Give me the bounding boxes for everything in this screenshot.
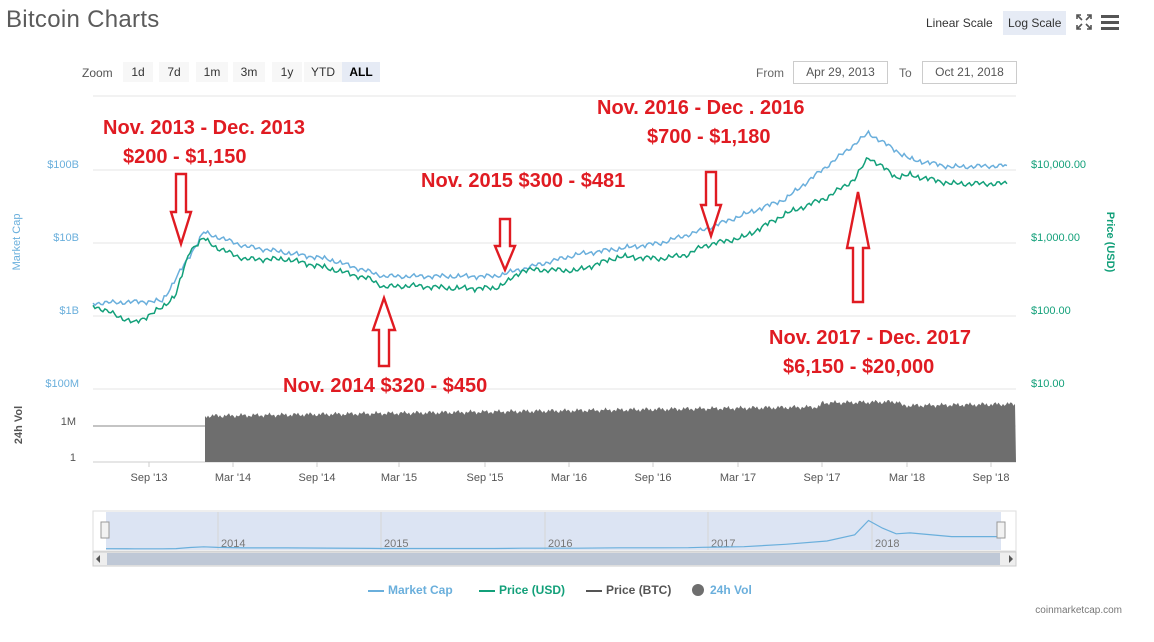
annotation-2017-line1: Nov. 2017 - Dec. 2017 xyxy=(769,327,971,349)
legend-market-cap[interactable]: Market Cap xyxy=(368,582,453,598)
volume-axis-tick: 1M xyxy=(61,416,76,428)
arrow-down-2013 xyxy=(169,172,193,249)
volume-axis-title: 24h Vol xyxy=(13,406,25,444)
menu-icon[interactable] xyxy=(1101,14,1119,30)
navigator-left-handle[interactable] xyxy=(100,521,110,539)
x-axis-tick-label: Mar '18 xyxy=(889,472,925,484)
to-date-input[interactable]: Oct 21, 2018 xyxy=(922,61,1017,84)
legend-label: Price (USD) xyxy=(499,583,566,597)
arrow-up-2017 xyxy=(845,191,871,304)
annotation-2016-line2: $700 - $1,180 xyxy=(647,126,770,148)
navigator-selection[interactable] xyxy=(106,512,1001,550)
fullscreen-icon[interactable] xyxy=(1075,13,1093,31)
x-axis: Sep '13 Mar '14 Sep '14 Mar '15 Sep '15 Mar '… xyxy=(131,462,1010,484)
scroll-left-icon[interactable] xyxy=(96,555,100,563)
navigator-year-label: 2018 xyxy=(875,538,899,550)
volume-area xyxy=(205,399,1016,462)
left-axis-tick: $100M xyxy=(45,378,79,390)
right-axis-tick: $10,000.00 xyxy=(1031,159,1086,171)
scrollbar-thumb[interactable] xyxy=(107,553,1000,565)
navigator-line xyxy=(105,519,1000,550)
navigator-right-handle[interactable] xyxy=(996,521,1006,539)
annotation-2013-line1: Nov. 2013 - Dec. 2013 xyxy=(103,117,305,139)
price-usd-line xyxy=(92,157,1008,325)
zoom-label: Zoom xyxy=(82,66,113,80)
annotation-2017-line2: $6,150 - $20,000 xyxy=(783,356,934,378)
x-axis-tick-label: Sep '16 xyxy=(635,472,672,484)
left-axis-tick: $1B xyxy=(59,305,79,317)
x-axis-tick-label: Mar '14 xyxy=(215,472,251,484)
to-label: To xyxy=(899,66,912,80)
legend-line-icon xyxy=(368,589,384,592)
log-scale-button[interactable]: Log Scale xyxy=(1003,11,1067,35)
legend-line-icon xyxy=(586,589,602,592)
legend-label: 24h Vol xyxy=(710,583,752,597)
arrow-down-2016 xyxy=(699,170,723,240)
left-axis-title: Market Cap xyxy=(11,214,23,271)
scroll-right-icon[interactable] xyxy=(1009,555,1013,563)
credit-text: coinmarketcap.com xyxy=(1035,605,1122,616)
annotation-2013-line2: $200 - $1,150 xyxy=(123,146,246,168)
annotation-2015-line1: Nov. 2015 $300 - $481 xyxy=(421,170,625,192)
legend-24h-vol[interactable]: 24h Vol xyxy=(692,582,752,598)
legend-dot-icon xyxy=(692,584,704,596)
x-axis-tick-label: Sep '15 xyxy=(467,472,504,484)
zoom-1d-button[interactable]: 1d xyxy=(123,62,153,82)
zoom-all-button[interactable]: ALL xyxy=(342,62,380,82)
x-axis-tick-label: Sep '17 xyxy=(804,472,841,484)
x-axis-tick-label: Sep '14 xyxy=(299,472,336,484)
linear-scale-button[interactable]: Linear Scale xyxy=(926,16,993,30)
legend-price-btc[interactable]: Price (BTC) xyxy=(586,582,671,598)
x-axis-tick-label: Sep '13 xyxy=(131,472,168,484)
zoom-7d-button[interactable]: 7d xyxy=(159,62,189,82)
right-axis-tick: $10.00 xyxy=(1031,378,1065,390)
from-label: From xyxy=(756,66,784,80)
from-date-input[interactable]: Apr 29, 2013 xyxy=(793,61,888,84)
annotation-2014-line1: Nov. 2014 $320 - $450 xyxy=(283,375,487,397)
legend-line-icon xyxy=(479,589,495,592)
x-axis-tick-label: Mar '15 xyxy=(381,472,417,484)
legend-label: Price (BTC) xyxy=(606,583,672,597)
navigator-year-label: 2017 xyxy=(711,538,735,550)
page-title: Bitcoin Charts xyxy=(6,6,160,33)
legend-price-usd[interactable]: Price (USD) xyxy=(479,582,565,598)
x-axis-tick-label: Mar '17 xyxy=(720,472,756,484)
annotation-2016-line1: Nov. 2016 - Dec . 2016 xyxy=(597,97,805,119)
x-axis-tick-label: Sep '18 xyxy=(973,472,1010,484)
left-axis-tick: $100B xyxy=(47,159,79,171)
volume-axis-tick: 1 xyxy=(70,452,76,464)
zoom-ytd-button[interactable]: YTD xyxy=(304,62,342,82)
arrow-down-2015 xyxy=(493,217,517,274)
x-axis-tick-label: Mar '16 xyxy=(551,472,587,484)
left-axis-tick: $10B xyxy=(53,232,79,244)
market-cap-line xyxy=(92,129,1008,307)
right-axis-tick: $100.00 xyxy=(1031,305,1071,317)
zoom-3m-button[interactable]: 3m xyxy=(233,62,265,82)
navigator-grid: 2014 2015 2016 2017 2018 xyxy=(217,512,899,550)
arrow-up-2014 xyxy=(371,294,397,368)
navigator-year-label: 2015 xyxy=(384,538,408,550)
navigator-year-label: 2016 xyxy=(548,538,572,550)
right-axis-title: Price (USD) xyxy=(1104,212,1116,273)
zoom-1y-button[interactable]: 1y xyxy=(272,62,302,82)
zoom-1m-button[interactable]: 1m xyxy=(196,62,228,82)
legend-label: Market Cap xyxy=(388,583,453,597)
right-axis-tick: $1,000.00 xyxy=(1031,232,1080,244)
annotation-arrows xyxy=(169,170,871,368)
